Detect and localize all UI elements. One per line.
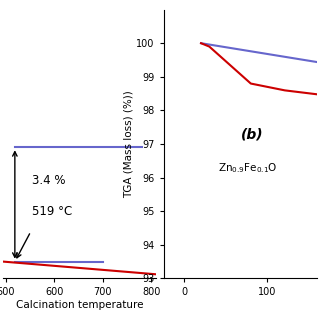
Text: 519 °C: 519 °C (32, 204, 73, 218)
Text: 3.4 %: 3.4 % (32, 174, 66, 187)
Y-axis label: TGA (Mass loss) (%)): TGA (Mass loss) (%)) (124, 90, 134, 198)
Text: (b): (b) (241, 128, 264, 142)
Text: Zn$_{0.9}$Fe$_{0.1}$O: Zn$_{0.9}$Fe$_{0.1}$O (218, 161, 278, 175)
X-axis label: Calcination temperature: Calcination temperature (16, 300, 143, 310)
